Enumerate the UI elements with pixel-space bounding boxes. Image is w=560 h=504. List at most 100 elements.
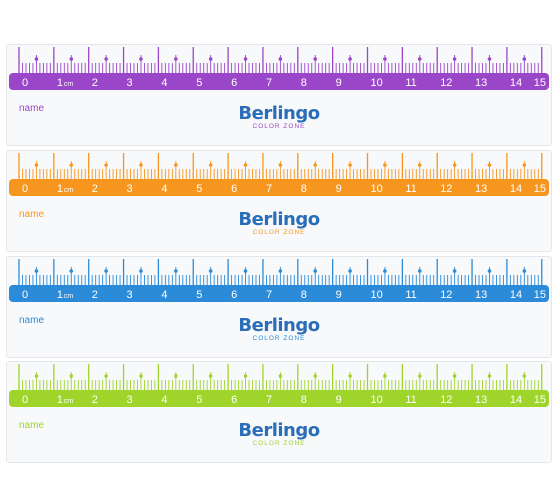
half-cm-dot xyxy=(278,163,283,167)
half-cm-dot xyxy=(208,163,213,167)
scale-number: 15 xyxy=(534,289,546,301)
scale-number: 11 xyxy=(405,77,416,89)
half-cm-dot xyxy=(383,57,387,61)
name-label: name xyxy=(19,315,45,326)
scale-number: 3 xyxy=(127,289,133,301)
ruler-scale: 0 1 cm 2 3 4 5 6 7 8 9 10 11 12 13 14 15 xyxy=(9,153,549,196)
half-cm-dot xyxy=(243,374,248,378)
half-cm-dot xyxy=(174,269,178,273)
scale-number: 10 xyxy=(371,394,383,406)
half-cm-dot xyxy=(208,269,213,273)
half-cm-dot xyxy=(452,374,457,378)
scale-number: 13 xyxy=(475,289,487,301)
half-cm-dot xyxy=(522,163,527,167)
ruler-scale: 0 1 cm 2 3 4 5 6 7 8 9 10 11 12 13 14 15 xyxy=(9,259,549,302)
half-cm-dot xyxy=(383,374,387,378)
scale-number: 14 xyxy=(510,289,522,301)
scale-number: 15 xyxy=(534,183,546,195)
unit-label: cm xyxy=(64,81,74,88)
half-cm-dot xyxy=(34,57,39,61)
half-cm-dot xyxy=(278,269,283,273)
scale-number: 4 xyxy=(161,77,167,89)
scale-number: 2 xyxy=(92,183,98,195)
scale-number: 9 xyxy=(336,289,342,301)
half-cm-dot xyxy=(139,163,143,167)
scale-number: 13 xyxy=(475,394,487,406)
half-cm-dot xyxy=(417,269,422,273)
half-cm-dot xyxy=(139,374,143,378)
half-cm-dot xyxy=(104,163,108,167)
scale-number: 12 xyxy=(440,289,452,301)
half-cm-dot xyxy=(487,374,492,378)
brand-tagline: COLOR ZONE xyxy=(252,229,306,236)
half-cm-dot xyxy=(69,57,74,61)
scale-number: 14 xyxy=(510,394,522,406)
brand-logo: Berlingo xyxy=(238,209,320,230)
scale-number: 15 xyxy=(534,77,546,89)
half-cm-dot xyxy=(34,374,39,378)
half-cm-dot xyxy=(313,374,318,378)
scale-number: 13 xyxy=(475,77,487,89)
half-cm-dot xyxy=(348,57,352,61)
scale-band xyxy=(9,73,549,90)
half-cm-dot xyxy=(452,269,457,273)
half-cm-dot xyxy=(208,374,213,378)
brand-tagline: COLOR ZONE xyxy=(252,123,306,130)
half-cm-dot xyxy=(104,57,108,61)
half-cm-dot xyxy=(139,269,143,273)
half-cm-dot xyxy=(313,57,318,61)
half-cm-dot xyxy=(69,163,74,167)
scale-number: 9 xyxy=(336,394,342,406)
name-label: name xyxy=(19,209,45,220)
half-cm-dot xyxy=(174,163,178,167)
scale-number: 9 xyxy=(336,183,342,195)
unit-label: cm xyxy=(64,187,74,194)
half-cm-dot xyxy=(348,374,352,378)
scale-number: 7 xyxy=(266,77,272,89)
half-cm-dot xyxy=(243,269,248,273)
half-cm-dot xyxy=(452,57,457,61)
half-cm-dot xyxy=(383,269,387,273)
scale-number: 8 xyxy=(301,289,307,301)
half-cm-dot xyxy=(278,374,283,378)
scale-number: 14 xyxy=(510,77,522,89)
half-cm-dot xyxy=(243,57,248,61)
scale-number: 1 xyxy=(57,394,63,406)
half-cm-dot xyxy=(34,163,39,167)
scale-number: 5 xyxy=(196,183,202,195)
scale-number: 3 xyxy=(127,183,133,195)
scale-number: 13 xyxy=(475,183,487,195)
half-cm-dot xyxy=(522,57,527,61)
ruler-scale: 0 1 cm 2 3 4 5 6 7 8 9 10 11 12 13 14 15 xyxy=(9,364,549,407)
unit-label: cm xyxy=(64,398,74,405)
brand-tagline: COLOR ZONE xyxy=(252,335,306,342)
scale-number: 5 xyxy=(196,394,202,406)
scale-number: 15 xyxy=(534,394,546,406)
scale-number: 2 xyxy=(92,77,98,89)
half-cm-dot xyxy=(313,163,318,167)
scale-number: 8 xyxy=(301,183,307,195)
half-cm-dot xyxy=(313,269,318,273)
half-cm-dot xyxy=(487,163,492,167)
ruler-1: 0 1 cm 2 3 4 5 6 7 8 9 10 11 12 13 14 15 name Berlingo C… xyxy=(6,44,552,146)
scale-number: 5 xyxy=(196,77,202,89)
half-cm-dot xyxy=(69,374,74,378)
scale-number: 3 xyxy=(127,394,133,406)
scale-number: 6 xyxy=(231,289,237,301)
scale-number: 0 xyxy=(22,394,28,406)
half-cm-dot xyxy=(278,57,283,61)
ruler-scale: 0 1 cm 2 3 4 5 6 7 8 9 10 11 12 13 14 15 xyxy=(9,47,549,90)
half-cm-dot xyxy=(34,269,39,273)
scale-number: 3 xyxy=(127,77,133,89)
half-cm-dot xyxy=(104,269,108,273)
scale-number: 2 xyxy=(92,289,98,301)
scale-band xyxy=(9,179,549,196)
half-cm-dot xyxy=(452,163,457,167)
half-cm-dot xyxy=(417,57,422,61)
scale-number: 11 xyxy=(405,394,416,406)
scale-number: 11 xyxy=(405,183,416,195)
scale-number: 12 xyxy=(440,77,452,89)
scale-number: 0 xyxy=(22,289,28,301)
brand-logo: Berlingo xyxy=(238,103,320,124)
half-cm-dot xyxy=(104,374,108,378)
